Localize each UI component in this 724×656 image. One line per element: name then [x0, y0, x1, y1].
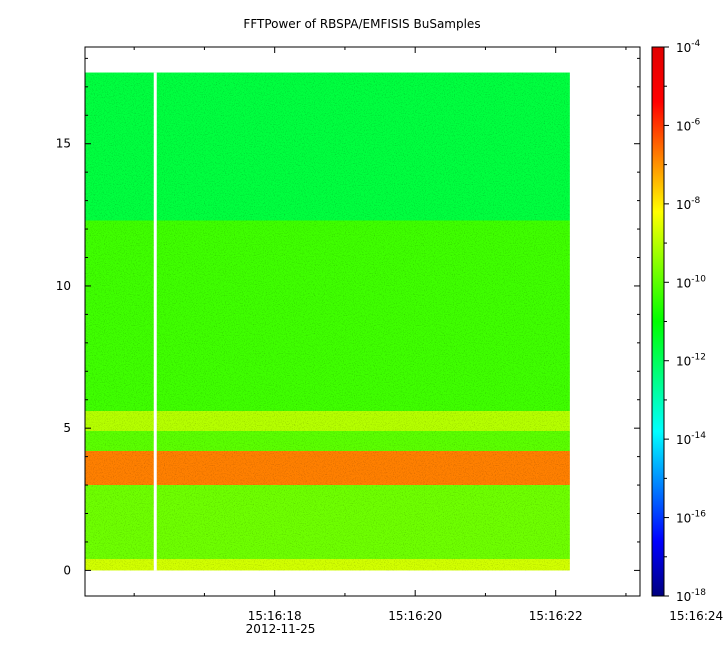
x-date-label: 2012-11-25	[246, 622, 316, 636]
y-tick-label: 0	[63, 563, 71, 577]
colorbar-tick-label: 10-14	[676, 431, 706, 447]
colorbar: 10-4 10-6 10-8 10-10 10-12 10-14 10-16 10-18	[651, 39, 706, 604]
y-axis: 0 5 10 15	[56, 57, 640, 577]
colorbar-tick-label: 10-8	[676, 196, 701, 212]
y-tick-label: 10	[56, 279, 71, 293]
x-tick-label: 15:16:24	[669, 609, 723, 623]
colorbar-tick-label: 10-12	[676, 353, 706, 369]
colorbar-tick-label: 10-4	[676, 39, 701, 55]
x-tick-label: 15:16:20	[388, 609, 442, 623]
x-tick-label: 15:16:18	[248, 609, 302, 623]
colorbar-tick-label: 10-16	[676, 510, 706, 526]
spectrogram-texture	[85, 72, 570, 571]
y-tick-label: 5	[63, 421, 71, 435]
colorbar-tick-label: 10-10	[676, 274, 706, 290]
colorbar-tick-label: 10-6	[676, 117, 701, 133]
x-tick-label: 15:16:22	[529, 609, 583, 623]
colorbar-gradient	[652, 47, 664, 596]
x-axis: 15:16:18 15:16:20 15:16:22 15:16:24 2012-11-…	[133, 47, 723, 636]
y-tick-label: 15	[56, 137, 71, 151]
plot-area	[84, 46, 641, 597]
chart-title: FFTPower of RBSPA/EMFISIS BuSamples	[243, 17, 481, 31]
colorbar-tick-label: 10-18	[676, 588, 706, 604]
data-gap-line	[153, 72, 157, 571]
plot-frame	[84, 46, 641, 597]
